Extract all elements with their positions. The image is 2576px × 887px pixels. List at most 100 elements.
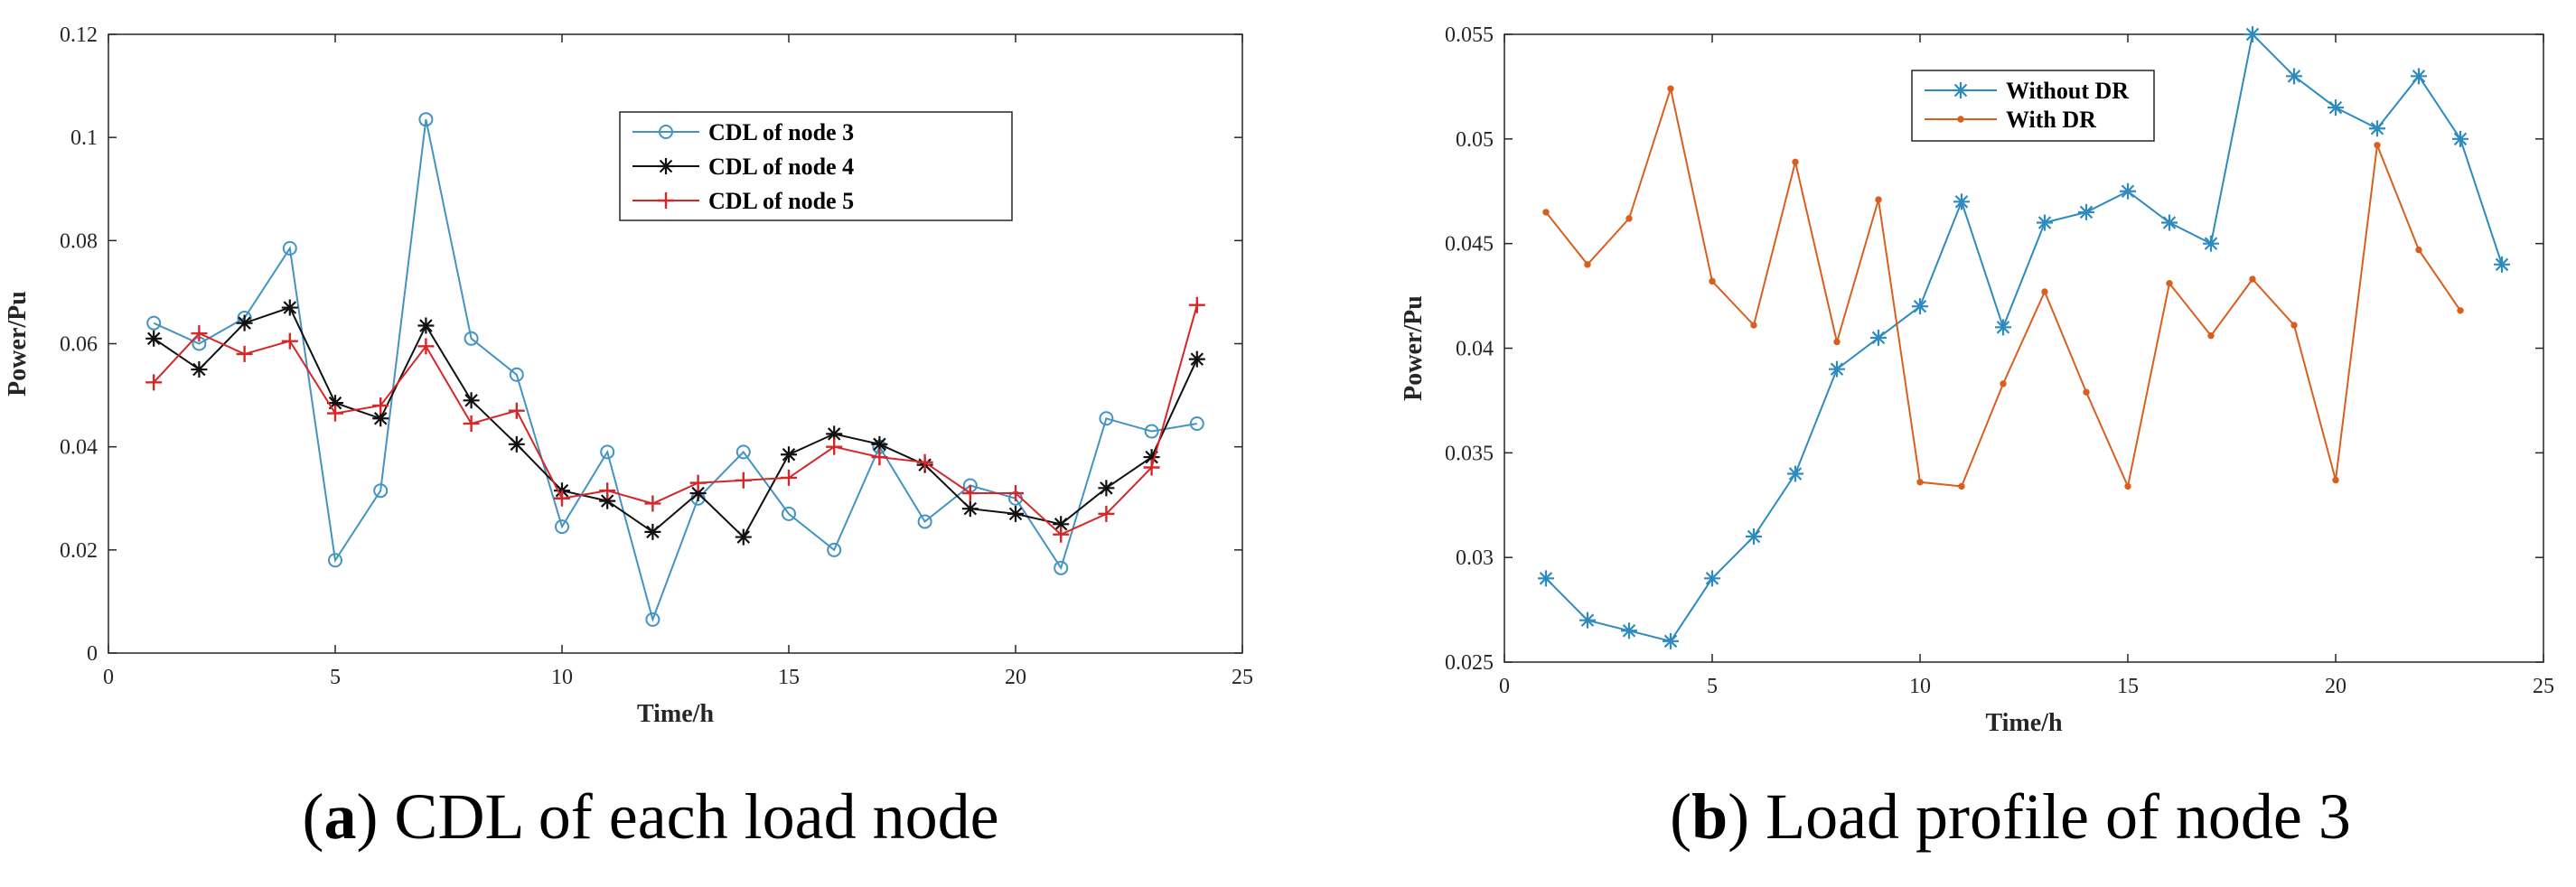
- data-point: [554, 490, 570, 507]
- x-tick-label: 25: [1232, 666, 1253, 689]
- data-point: [735, 444, 751, 460]
- y-tick-label: 0.06: [60, 333, 98, 357]
- data-point: [417, 338, 435, 355]
- x-tick-label: 20: [2325, 675, 2347, 698]
- x-tick-label: 0: [103, 666, 114, 689]
- data-point: [1143, 459, 1160, 476]
- series-line: [153, 118, 1197, 623]
- data-point: [418, 112, 434, 127]
- data-point: [2369, 120, 2385, 137]
- y-tick-label: 0.02: [60, 539, 98, 563]
- data-point: [2457, 307, 2464, 314]
- legend-label: CDL of node 5: [708, 188, 854, 214]
- legend-label: With DR: [2006, 107, 2096, 133]
- y-tick-label: 0.035: [1445, 442, 1494, 465]
- data-point: [191, 361, 208, 378]
- data-point: [1188, 350, 1205, 368]
- data-point: [2124, 482, 2131, 490]
- y-tick-label: 0.04: [60, 436, 98, 460]
- data-point: [2494, 256, 2510, 273]
- caption-text: ) Load profile of node 3: [1728, 780, 2351, 853]
- data-point: [146, 315, 162, 331]
- data-point: [1870, 329, 1887, 346]
- data-point: [1621, 622, 1637, 640]
- data-point: [555, 519, 569, 535]
- data-point: [1538, 570, 1554, 587]
- data-point: [689, 485, 707, 502]
- data-point: [644, 523, 661, 540]
- data-point: [1053, 516, 1070, 533]
- x-tick-label: 25: [2533, 675, 2554, 698]
- data-point: [1144, 424, 1159, 439]
- data-point: [1542, 209, 1550, 216]
- data-point: [1916, 479, 1924, 486]
- data-point: [961, 500, 979, 518]
- data-point: [281, 332, 298, 350]
- data-point: [1704, 570, 1720, 587]
- data-point: [1953, 193, 1970, 210]
- y-tick-label: 0: [87, 642, 98, 666]
- data-point: [145, 330, 163, 347]
- data-point: [1746, 528, 1762, 545]
- legend: Without DR With DR: [1911, 70, 2155, 142]
- data-point: [1189, 415, 1204, 431]
- caption-label: b: [1691, 780, 1728, 853]
- y-tick-label: 0.03: [1456, 546, 1494, 570]
- data-point: [373, 483, 389, 499]
- data-point: [2161, 214, 2178, 231]
- data-point: [871, 435, 888, 453]
- y-tick-label: 0.04: [1456, 338, 1494, 361]
- series-line: [153, 306, 1198, 539]
- data-point: [1995, 319, 2011, 336]
- data-point: [2078, 203, 2094, 220]
- data-point: [599, 492, 616, 509]
- caption-text: ) CDL of each load node: [356, 780, 998, 853]
- data-point: [2374, 142, 2381, 149]
- data-point: [508, 402, 525, 419]
- data-point: [463, 415, 480, 432]
- data-point: [2244, 26, 2261, 42]
- legend-marker: [658, 158, 674, 174]
- legend-marker: [659, 125, 673, 139]
- y-tick-label: 0.1: [70, 126, 98, 150]
- data-point: [1667, 85, 1674, 92]
- data-point: [236, 345, 253, 362]
- data-point: [782, 506, 796, 521]
- data-point: [2203, 235, 2219, 252]
- x-tick-label: 15: [2117, 675, 2139, 698]
- data-point: [2332, 476, 2339, 484]
- data-point: [1188, 296, 1205, 313]
- caption-label: a: [323, 780, 356, 853]
- x-tick-label: 0: [1499, 675, 1510, 698]
- data-point: [1143, 449, 1160, 466]
- data-point: [463, 392, 480, 409]
- data-point: [1579, 612, 1596, 629]
- data-point: [689, 474, 707, 491]
- y-tick-label: 0.025: [1445, 651, 1494, 675]
- y-tick-label: 0.045: [1445, 233, 1494, 257]
- chart-b: 0 5 10 15 20 25 0.025 0.03 0.035 0.04 0.045 0.05 0.0…: [1400, 23, 2554, 853]
- data-point: [327, 395, 343, 412]
- data-point: [1829, 360, 1845, 378]
- data-point: [1099, 411, 1114, 426]
- legend-label: CDL of node 3: [708, 119, 854, 145]
- data-point: [735, 472, 752, 489]
- data-point: [1007, 485, 1024, 502]
- legend-label: CDL of node 4: [708, 154, 854, 180]
- data-point: [917, 514, 932, 529]
- data-point: [281, 299, 298, 316]
- y-tick-label: 0.12: [60, 23, 98, 47]
- x-tick-label: 20: [1005, 666, 1026, 689]
- x-tick-label: 10: [551, 666, 573, 689]
- data-point: [236, 314, 253, 331]
- data-point: [1625, 215, 1633, 222]
- data-point: [2411, 68, 2427, 85]
- y-axis-label: Power/Pu: [4, 291, 32, 397]
- data-point: [1053, 526, 1070, 543]
- data-point: [2286, 68, 2302, 85]
- data-point: [508, 435, 525, 453]
- data-point: [826, 438, 843, 455]
- data-point: [1007, 505, 1024, 522]
- x-axis-label: Time/h: [1985, 709, 2062, 737]
